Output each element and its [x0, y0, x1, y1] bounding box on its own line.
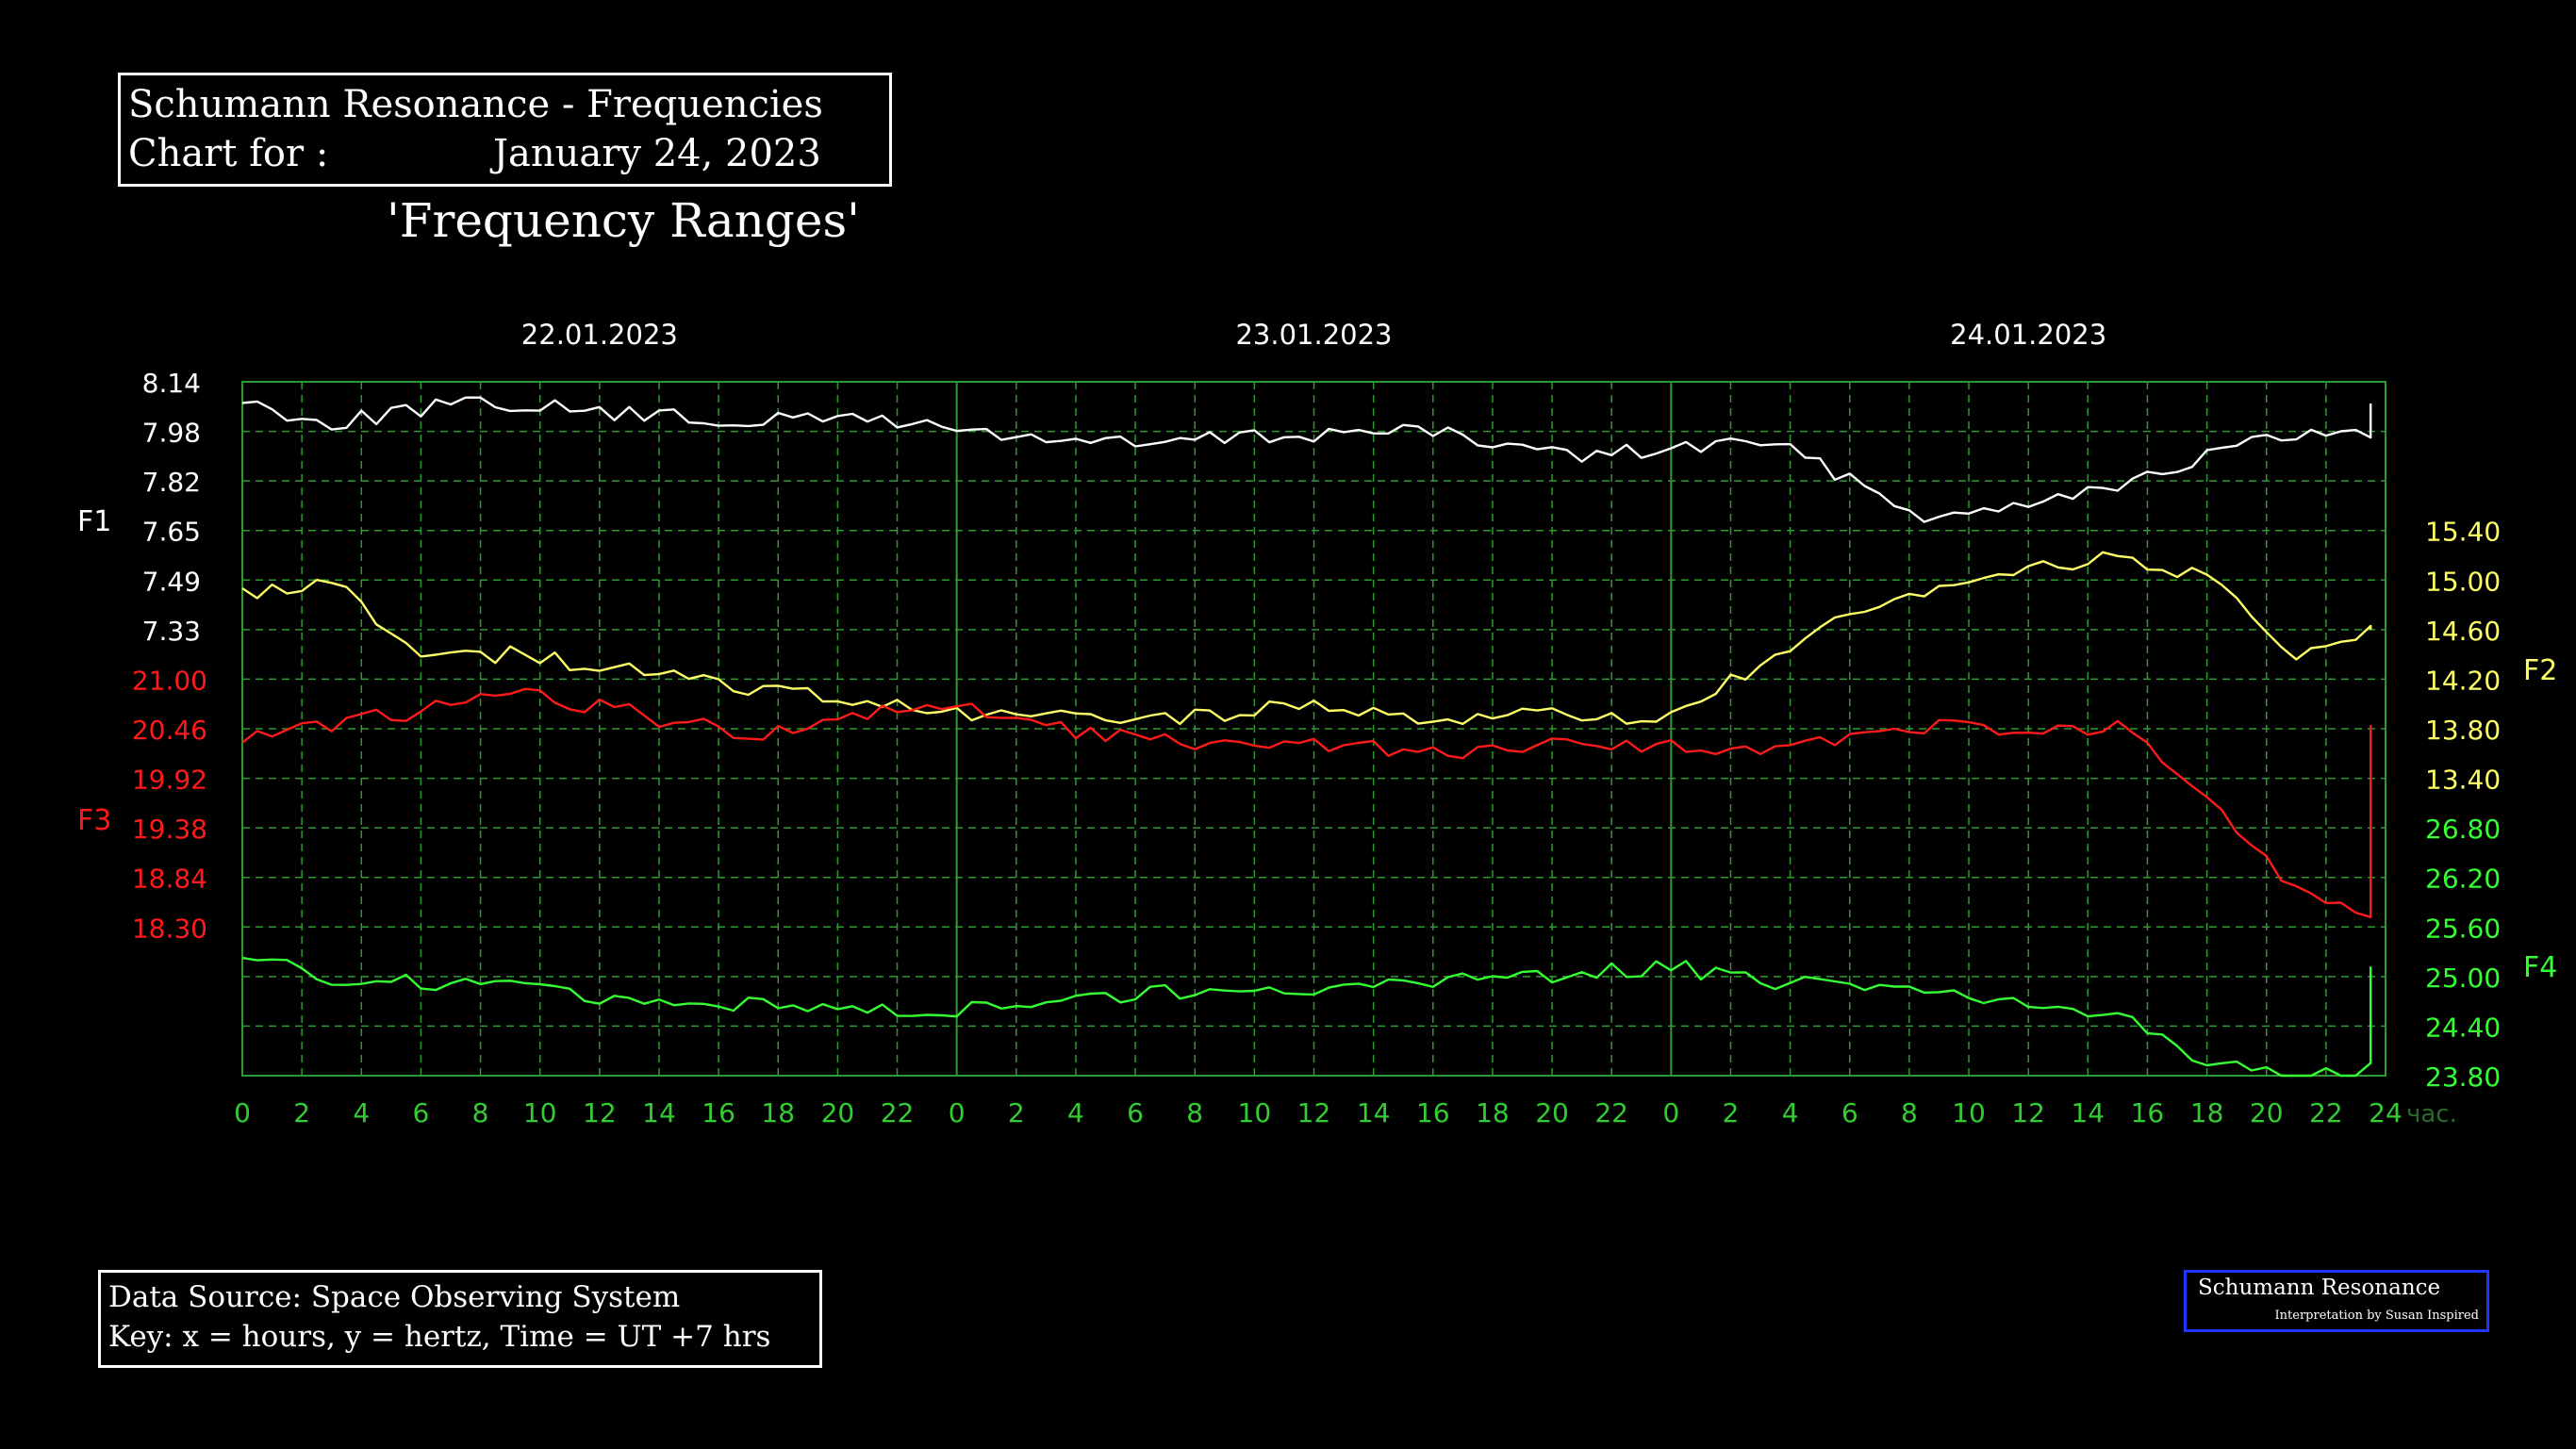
data-source-text: Data Source: Space Observing System: [108, 1280, 681, 1314]
f1-tick-label: 7.49: [142, 566, 201, 597]
x-tick-label: 18: [2190, 1097, 2224, 1128]
f4-tick-label: 23.80: [2425, 1062, 2501, 1093]
chart-subtitle: 'Frequency Ranges': [387, 193, 860, 248]
x-tick-label: 10: [523, 1097, 557, 1128]
f2-tick-label: 15.00: [2425, 566, 2501, 597]
f2-tick-label: 14.20: [2425, 665, 2501, 696]
x-tick-label: 2: [1008, 1097, 1025, 1128]
x-tick-label: 18: [1476, 1097, 1510, 1128]
x-tick-label: 14: [642, 1097, 676, 1128]
x-tick-label: 18: [761, 1097, 795, 1128]
x-tick-label: 4: [1782, 1097, 1799, 1128]
f1-tick-label: 8.14: [142, 368, 201, 399]
f1-tick-label: 7.82: [142, 467, 201, 498]
series-line-f2: [241, 551, 2372, 726]
x-tick-label: 14: [2071, 1097, 2105, 1128]
f3-tick-label: 20.46: [132, 715, 207, 746]
f4-tick-label: 24.40: [2425, 1012, 2501, 1043]
x-unit-label: час.: [2406, 1100, 2457, 1128]
f1-tick-label: 7.33: [142, 616, 201, 647]
x-tick-label: 2: [293, 1097, 310, 1128]
f2-axis-name: F2: [2523, 654, 2557, 687]
day-label: 23.01.2023: [1235, 319, 1392, 351]
x-tick-label: 22: [2309, 1097, 2343, 1128]
series-line-f3: [241, 687, 2372, 918]
f3-tick-label: 19.92: [132, 765, 207, 796]
f1-tick-label: 7.65: [142, 517, 201, 548]
x-tick-label: 20: [821, 1097, 855, 1128]
f4-tick-label: 26.20: [2425, 864, 2501, 895]
series-line-f4: [241, 956, 2372, 1078]
chart-date: January 24, 2023: [493, 132, 821, 175]
brand-title: Schumann Resonance: [2198, 1276, 2441, 1300]
f1-tick-label: 7.98: [142, 418, 201, 449]
brand-box: Schumann Resonance Interpretation by Sus…: [2184, 1270, 2489, 1332]
x-tick-label: 20: [2250, 1097, 2284, 1128]
x-tick-label: 22: [1594, 1097, 1628, 1128]
x-tick-label: 12: [1297, 1097, 1331, 1128]
f2-tick-label: 13.40: [2425, 765, 2501, 796]
x-tick-label: 22: [881, 1097, 915, 1128]
f2-tick-label: 15.40: [2425, 517, 2501, 548]
series-line-f1: [241, 396, 2372, 523]
x-tick-label: 10: [1238, 1097, 1272, 1128]
f3-tick-label: 21.00: [132, 665, 207, 696]
f3-tick-label: 19.38: [132, 814, 207, 845]
x-tick-label: 6: [1841, 1097, 1858, 1128]
x-tick-label: 14: [1357, 1097, 1391, 1128]
f3-tick-label: 18.84: [132, 864, 207, 895]
f2-tick-label: 13.80: [2425, 715, 2501, 746]
day-label: 24.01.2023: [1950, 319, 2106, 351]
x-tick-label: 0: [234, 1097, 251, 1128]
chart-title: Schumann Resonance - Frequencies: [128, 83, 823, 126]
x-tick-label: 10: [1952, 1097, 1986, 1128]
f4-tick-label: 25.60: [2425, 913, 2501, 944]
x-tick-label: 6: [1127, 1097, 1144, 1128]
f4-tick-label: 26.80: [2425, 814, 2501, 845]
chart-for-label: Chart for :: [128, 132, 329, 175]
x-tick-label: 16: [1416, 1097, 1450, 1128]
x-tick-label: 6: [413, 1097, 430, 1128]
brand-subtitle: Interpretation by Susan Inspired: [2274, 1309, 2479, 1323]
x-tick-label: 12: [2011, 1097, 2045, 1128]
day-label: 22.01.2023: [521, 319, 678, 351]
f2-tick-label: 14.60: [2425, 616, 2501, 647]
f3-tick-label: 18.30: [132, 913, 207, 944]
title-box: Schumann Resonance - Frequencies Chart f…: [118, 73, 892, 187]
x-tick-label: 8: [1186, 1097, 1203, 1128]
x-tick-label: 16: [2131, 1097, 2165, 1128]
x-tick-label: 0: [949, 1097, 966, 1128]
data-source-box: Data Source: Space Observing System Key:…: [98, 1270, 822, 1368]
f1-axis-name: F1: [77, 505, 111, 538]
x-tick-label: 12: [583, 1097, 617, 1128]
f4-tick-label: 25.00: [2425, 963, 2501, 994]
f3-axis-name: F3: [77, 804, 111, 837]
key-text: Key: x = hours, y = hertz, Time = UT +7 …: [108, 1320, 771, 1354]
x-tick-label: 20: [1535, 1097, 1569, 1128]
x-tick-label: 8: [1901, 1097, 1918, 1128]
x-tick-label: 4: [1067, 1097, 1084, 1128]
x-tick-label: 16: [702, 1097, 735, 1128]
x-tick-label: 0: [1662, 1097, 1679, 1128]
x-tick-label: 2: [1723, 1097, 1740, 1128]
x-tick-label: 24: [2369, 1097, 2403, 1128]
x-tick-label: 4: [353, 1097, 370, 1128]
x-tick-label: 8: [472, 1097, 489, 1128]
f4-axis-name: F4: [2523, 951, 2557, 984]
